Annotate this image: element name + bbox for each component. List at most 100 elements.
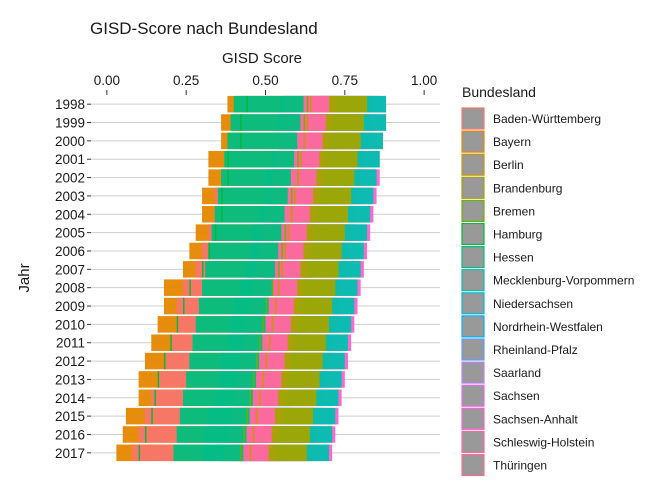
bar-segment <box>297 169 299 186</box>
y-tick-label: 2013 <box>55 372 85 387</box>
legend-label: Saarland <box>493 366 541 380</box>
bar-segment <box>208 242 210 260</box>
legend-key <box>461 453 485 477</box>
y-tick-label: 2015 <box>55 409 85 424</box>
legend-label: Baden-Württemberg <box>493 112 601 126</box>
x-tick-label: 1.00 <box>411 73 437 88</box>
legend-label: Berlin <box>493 158 524 172</box>
bar-segment <box>294 187 296 205</box>
legend-key <box>461 292 485 315</box>
y-tick-label: 2009 <box>55 299 85 314</box>
x-tick-label: 0.75 <box>332 73 358 88</box>
bar-segment <box>154 389 156 407</box>
legend-key <box>461 107 485 130</box>
bar-segment <box>173 444 244 462</box>
bar-segment <box>240 114 242 131</box>
bar-segment <box>217 187 288 205</box>
y-tick-label: 2006 <box>55 244 85 259</box>
bar-segment <box>271 316 274 333</box>
bar-segment <box>300 150 302 168</box>
bar-segment <box>290 187 293 205</box>
legend-label: Bremen <box>493 204 535 218</box>
bar-segment <box>265 297 267 315</box>
bar-segment <box>227 150 229 168</box>
y-axis-title: Jahr <box>16 263 33 292</box>
bar-segment <box>246 407 248 425</box>
bar-segment <box>243 426 245 443</box>
bar-segment <box>255 352 258 370</box>
bar-segment <box>202 261 204 278</box>
bar-segment <box>195 316 266 333</box>
axes: 0.00 0.25 0.50 0.75 1.00 1998 1999 2000 2001 2002… <box>55 73 437 461</box>
bar-segment <box>240 444 242 462</box>
bar-segment <box>214 206 285 223</box>
legend-key <box>461 338 485 361</box>
y-tick-label: 2000 <box>55 134 85 149</box>
legend-label: Sachsen-Anhalt <box>493 412 578 426</box>
x-axis-title: GISD Score <box>222 50 302 67</box>
legend-key <box>461 130 485 153</box>
bar-segment <box>230 114 301 131</box>
bar-segment <box>255 407 258 425</box>
bar-segment <box>214 224 217 241</box>
bar-segment <box>262 316 264 333</box>
bar-segment <box>306 95 309 113</box>
y-tick-label: 2007 <box>55 262 85 277</box>
legend: Baden-Württemberg Bayern Berlin Brandenburg… <box>461 107 634 477</box>
bar-segment <box>138 444 141 462</box>
bar-segment <box>297 150 299 168</box>
bar-segment <box>271 279 274 296</box>
y-tick-label: 2003 <box>55 189 85 204</box>
bar-segment <box>221 169 291 186</box>
legend-key <box>461 407 485 430</box>
bar-segment <box>303 114 306 131</box>
y-tick-label: 1998 <box>55 97 85 112</box>
bar-segment <box>157 371 160 388</box>
y-tick-label: 2011 <box>56 336 85 351</box>
bar-segment <box>186 371 256 388</box>
legend-key <box>461 430 485 453</box>
bar-segment <box>278 261 280 278</box>
bars <box>116 95 387 462</box>
bar-segment <box>211 224 282 241</box>
bar-segment <box>192 334 263 351</box>
bar-segment <box>249 444 252 462</box>
legend-label: Sachsen <box>493 389 540 403</box>
legend-label: Niedersachsen <box>493 297 573 311</box>
legend-label: Bayern <box>493 135 531 149</box>
bar-segment <box>284 242 287 260</box>
legend-key <box>461 384 485 407</box>
x-tick-label: 0.25 <box>173 73 199 88</box>
y-tick-label: 2016 <box>55 427 85 442</box>
bar-segment <box>221 187 223 205</box>
legend-label: Hamburg <box>493 228 542 242</box>
legend-label: Hessen <box>493 251 534 265</box>
bar-segment <box>176 316 179 333</box>
bar-segment <box>268 334 271 351</box>
bar-segment <box>262 371 264 388</box>
bar-segment <box>189 279 191 296</box>
bar-segment <box>221 206 223 223</box>
bar-segment <box>309 95 312 113</box>
bar-segment <box>227 169 229 186</box>
bar-segment <box>179 407 250 425</box>
legend-label: Rheinland-Pfalz <box>493 343 578 357</box>
bar-segment <box>249 389 252 407</box>
bar-segment <box>208 242 279 260</box>
bar-segment <box>265 352 267 370</box>
bar-segment <box>259 334 261 351</box>
bar-segment <box>170 334 172 351</box>
legend-key <box>461 269 485 292</box>
bar-segment <box>144 426 147 443</box>
bar-segment <box>202 279 272 296</box>
y-tick-label: 2002 <box>55 171 85 186</box>
bar-segment <box>198 297 269 315</box>
bar-segment <box>163 352 166 370</box>
y-tick-label: 2004 <box>55 207 86 222</box>
legend-key <box>461 315 485 338</box>
y-tick-label: 2014 <box>55 391 86 406</box>
legend-title: Bundesland <box>462 84 536 100</box>
legend-key <box>461 246 485 269</box>
bar-segment <box>284 224 287 241</box>
